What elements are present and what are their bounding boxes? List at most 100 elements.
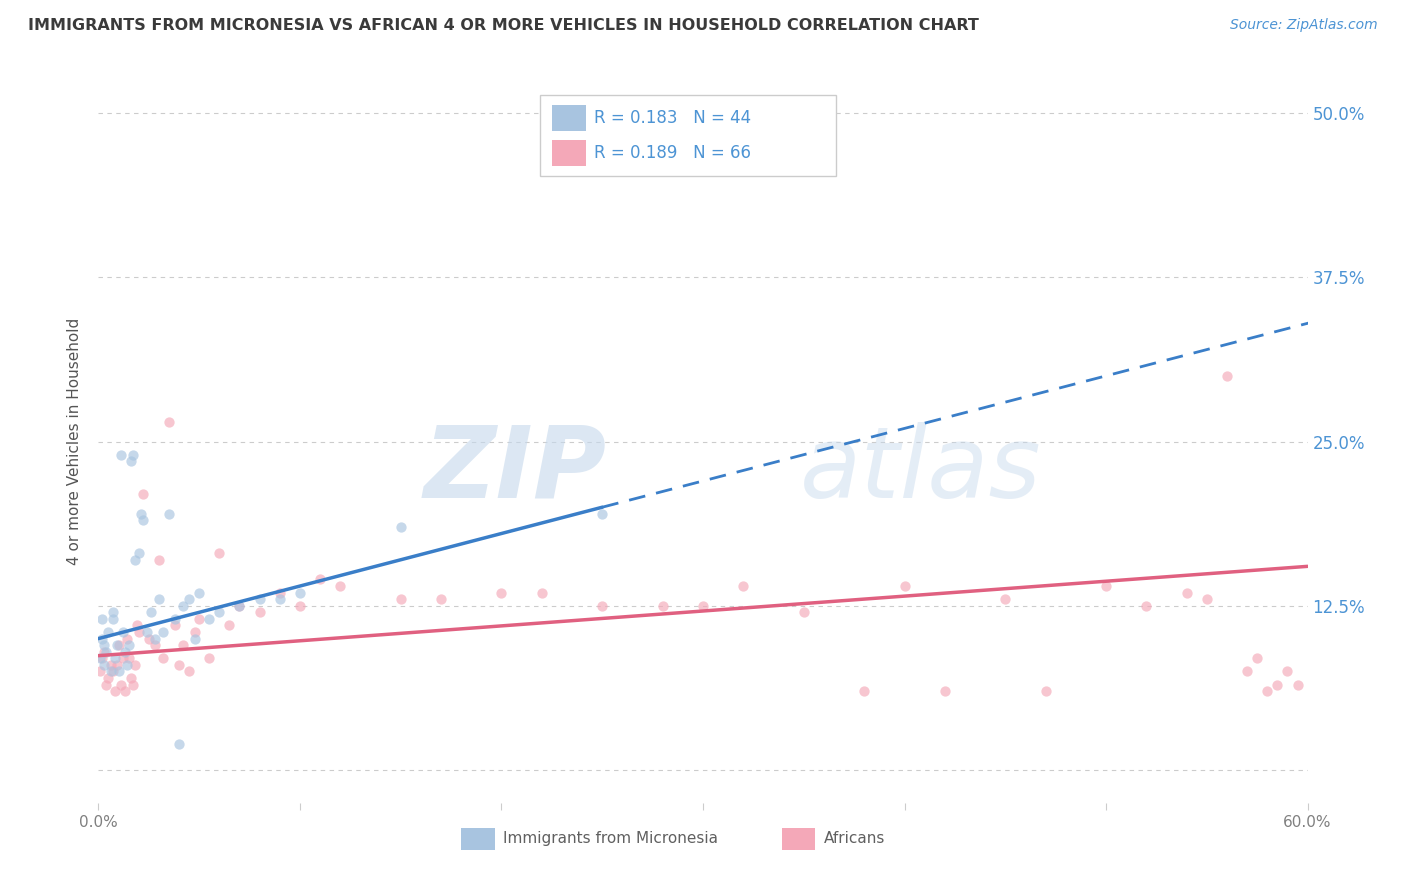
Point bbox=[157, 507, 180, 521]
FancyBboxPatch shape bbox=[551, 139, 586, 166]
Point bbox=[101, 665, 124, 679]
Point bbox=[110, 448, 132, 462]
Point bbox=[188, 585, 211, 599]
Point bbox=[172, 638, 194, 652]
Point bbox=[249, 592, 271, 607]
Point bbox=[89, 665, 111, 679]
Point bbox=[152, 625, 174, 640]
Point bbox=[143, 638, 166, 652]
FancyBboxPatch shape bbox=[461, 828, 495, 850]
Text: Africans: Africans bbox=[824, 831, 886, 847]
Point bbox=[105, 657, 128, 672]
Point bbox=[124, 553, 146, 567]
Point bbox=[269, 592, 291, 607]
Text: atlas: atlas bbox=[800, 422, 1042, 519]
Point bbox=[389, 520, 412, 534]
Point bbox=[135, 625, 157, 640]
Point bbox=[288, 599, 311, 613]
Point bbox=[121, 677, 143, 691]
Point bbox=[96, 645, 118, 659]
Point bbox=[96, 677, 118, 691]
Point bbox=[1267, 677, 1289, 691]
Point bbox=[138, 632, 160, 646]
Point bbox=[1035, 684, 1057, 698]
Point bbox=[491, 585, 513, 599]
Point bbox=[179, 592, 201, 607]
Point bbox=[1135, 599, 1157, 613]
Point bbox=[530, 585, 553, 599]
Point bbox=[100, 665, 122, 679]
Point bbox=[148, 592, 170, 607]
Text: IMMIGRANTS FROM MICRONESIA VS AFRICAN 4 OR MORE VEHICLES IN HOUSEHOLD CORRELATIO: IMMIGRANTS FROM MICRONESIA VS AFRICAN 4 … bbox=[28, 18, 979, 33]
Point bbox=[120, 671, 142, 685]
Point bbox=[115, 632, 138, 646]
Point bbox=[120, 454, 142, 468]
Point bbox=[107, 665, 129, 679]
Y-axis label: 4 or more Vehicles in Household: 4 or more Vehicles in Household bbox=[67, 318, 83, 566]
Point bbox=[198, 651, 221, 665]
Point bbox=[793, 605, 815, 619]
Point bbox=[148, 553, 170, 567]
Point bbox=[167, 737, 190, 751]
Point bbox=[853, 684, 876, 698]
Point bbox=[163, 618, 186, 632]
Point bbox=[1256, 684, 1278, 698]
FancyBboxPatch shape bbox=[782, 828, 815, 850]
Text: ZIP: ZIP bbox=[423, 422, 606, 519]
Point bbox=[430, 592, 453, 607]
Point bbox=[329, 579, 352, 593]
Point bbox=[228, 599, 250, 613]
Point bbox=[309, 573, 332, 587]
Point bbox=[107, 638, 129, 652]
Point bbox=[1246, 651, 1268, 665]
Point bbox=[100, 657, 122, 672]
Point bbox=[105, 638, 128, 652]
Point bbox=[143, 632, 166, 646]
Point bbox=[184, 632, 207, 646]
Point bbox=[269, 585, 291, 599]
Point bbox=[1236, 665, 1258, 679]
Point bbox=[591, 507, 613, 521]
Point bbox=[591, 599, 613, 613]
Point bbox=[129, 507, 152, 521]
Point bbox=[101, 605, 124, 619]
Point bbox=[103, 684, 125, 698]
Point bbox=[111, 651, 134, 665]
Text: Source: ZipAtlas.com: Source: ZipAtlas.com bbox=[1230, 18, 1378, 32]
Point bbox=[1277, 665, 1299, 679]
Point bbox=[121, 448, 143, 462]
Point bbox=[1286, 677, 1309, 691]
Point bbox=[132, 487, 155, 501]
Point bbox=[218, 618, 240, 632]
Point bbox=[179, 665, 201, 679]
Point bbox=[114, 684, 136, 698]
Point bbox=[115, 657, 138, 672]
Point bbox=[91, 612, 114, 626]
Point bbox=[97, 625, 120, 640]
Point bbox=[163, 612, 186, 626]
Point bbox=[167, 657, 190, 672]
Point bbox=[1175, 585, 1198, 599]
Point bbox=[288, 585, 311, 599]
Point bbox=[172, 599, 194, 613]
Text: R = 0.183   N = 44: R = 0.183 N = 44 bbox=[595, 109, 751, 127]
Point bbox=[103, 651, 125, 665]
Point bbox=[93, 638, 115, 652]
Point bbox=[152, 651, 174, 665]
Point bbox=[132, 513, 155, 527]
Point bbox=[93, 657, 115, 672]
Point bbox=[124, 657, 146, 672]
Point bbox=[651, 599, 673, 613]
Point bbox=[1095, 579, 1118, 593]
Point bbox=[389, 592, 412, 607]
Point bbox=[188, 612, 211, 626]
Point bbox=[91, 632, 114, 646]
Point bbox=[118, 651, 141, 665]
Point bbox=[91, 651, 114, 665]
Point bbox=[1216, 368, 1239, 383]
Point bbox=[249, 605, 271, 619]
Point bbox=[110, 677, 132, 691]
Point bbox=[118, 638, 141, 652]
Point bbox=[994, 592, 1017, 607]
FancyBboxPatch shape bbox=[540, 95, 837, 176]
